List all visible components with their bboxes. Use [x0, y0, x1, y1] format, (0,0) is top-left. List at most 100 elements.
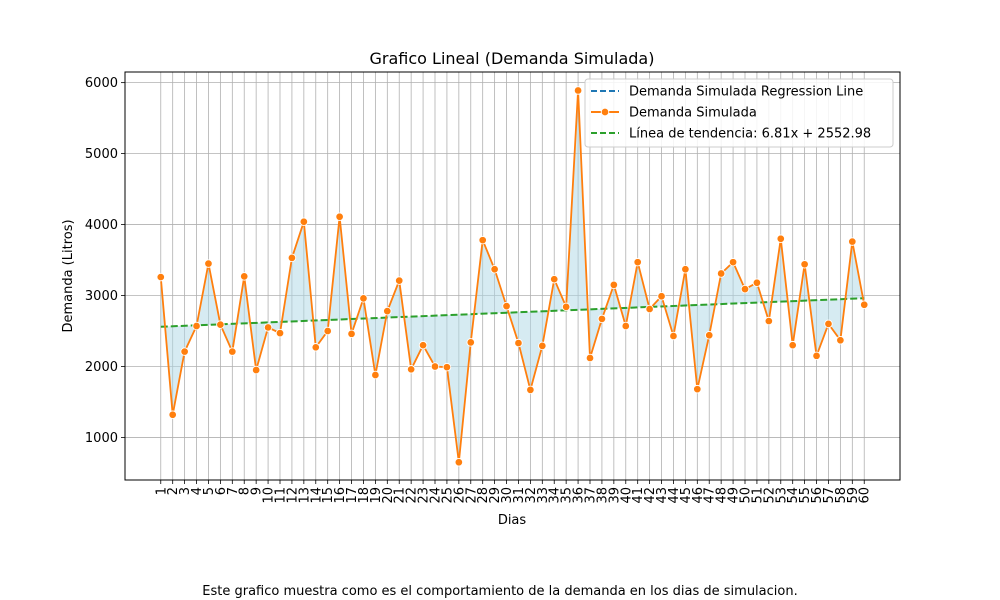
data-point [239, 272, 249, 281]
x-tick-label: 46 [691, 487, 706, 504]
x-axis-ticks: 1234567891011121314151617181920212223242… [154, 480, 873, 504]
legend-box [584, 78, 894, 148]
x-tick-label: 30 [500, 487, 515, 504]
x-tick-label: 31 [512, 487, 527, 504]
y-tick-label: 4000 [85, 218, 118, 233]
x-tick-label: 45 [679, 487, 694, 504]
data-point [251, 365, 261, 375]
data-point [454, 458, 464, 467]
chart-title: Grafico Lineal (Demanda Simulada) [370, 49, 655, 68]
data-point [466, 338, 476, 347]
data-point [394, 276, 404, 285]
x-tick-label: 39 [607, 487, 622, 504]
data-point [347, 329, 356, 339]
data-point [180, 347, 189, 356]
x-tick-label: 17 [345, 487, 360, 504]
data-point [812, 351, 821, 361]
data-point [621, 321, 631, 331]
x-tick-label: 7 [226, 487, 241, 495]
data-point [848, 237, 857, 246]
data-point [263, 323, 273, 332]
x-tick-label: 57 [822, 487, 837, 504]
y-tick-label: 6000 [85, 76, 118, 91]
x-tick-label: 40 [619, 487, 634, 504]
x-tick-label: 34 [548, 487, 563, 504]
x-tick-label: 49 [727, 487, 742, 504]
x-tick-label: 23 [417, 487, 432, 504]
legend-entry-trendline: Línea de tendencia: 6.81x + 2552.98 [629, 127, 871, 142]
x-tick-label: 55 [798, 487, 813, 504]
data-point [168, 410, 177, 419]
x-tick-label: 41 [631, 487, 646, 504]
data-point [681, 265, 690, 274]
trendline-layer [160, 297, 865, 328]
data-point [502, 301, 511, 311]
data-point [406, 365, 416, 374]
data-point [788, 340, 797, 350]
x-tick-label: 11 [274, 487, 289, 504]
x-tick-label: 48 [715, 487, 730, 504]
data-point [573, 86, 583, 95]
data-point [633, 257, 642, 267]
data-point [561, 302, 571, 312]
x-tick-label: 5 [202, 487, 217, 495]
x-tick-label: 36 [572, 487, 587, 504]
x-tick-label: 33 [536, 487, 551, 504]
x-tick-label: 9 [250, 487, 265, 495]
data-point [156, 272, 166, 282]
plot-frame [124, 71, 901, 481]
data-point [609, 280, 619, 290]
data-point [514, 338, 523, 348]
y-tick-label: 5000 [85, 147, 118, 162]
data-point [192, 321, 201, 331]
data-point [585, 353, 595, 363]
x-tick-label: 59 [846, 487, 861, 504]
data-point [800, 260, 809, 269]
x-tick-label: 15 [321, 487, 336, 504]
trendline [160, 297, 865, 328]
x-tick-label: 42 [643, 487, 658, 504]
x-tick-label: 4 [190, 487, 205, 495]
data-point [371, 370, 380, 380]
data-point [824, 319, 833, 329]
x-tick-label: 25 [440, 487, 455, 504]
data-point [597, 314, 607, 324]
data-point [740, 284, 750, 294]
x-tick-label: 3 [178, 487, 193, 495]
data-point [311, 343, 321, 352]
legend-swatch-marker [600, 107, 610, 117]
data-point [204, 259, 213, 268]
x-tick-label: 29 [488, 487, 503, 504]
x-tick-label: 35 [560, 487, 575, 504]
y-tick-label: 3000 [85, 289, 118, 304]
y-tick-label: 2000 [85, 360, 118, 375]
data-point [216, 320, 225, 329]
data-point [728, 257, 738, 267]
data-point [490, 265, 499, 274]
x-tick-label: 1 [154, 487, 169, 495]
data-point [430, 362, 440, 371]
x-tick-label: 38 [595, 487, 610, 504]
data-point [549, 274, 559, 284]
legend-entry-demanda-simulada: Demanda Simulada [629, 106, 757, 121]
data-point [669, 331, 678, 341]
x-tick-label: 18 [357, 487, 372, 504]
data-point [645, 304, 654, 314]
data-point [538, 341, 547, 351]
data-point [752, 278, 762, 287]
data-point [228, 347, 237, 356]
data-point [478, 235, 487, 245]
data-point [275, 328, 285, 338]
data-point [776, 234, 786, 243]
y-tick-label: 1000 [85, 431, 118, 446]
x-tick-label: 58 [834, 487, 849, 504]
data-point [335, 212, 344, 222]
x-tick-label: 10 [262, 487, 277, 504]
x-tick-label: 54 [786, 487, 801, 504]
data-point [418, 340, 428, 350]
data-point [836, 335, 845, 345]
x-tick-label: 13 [297, 487, 312, 504]
x-tick-label: 28 [476, 487, 491, 504]
x-tick-label: 12 [285, 487, 300, 504]
x-tick-label: 19 [369, 487, 384, 504]
